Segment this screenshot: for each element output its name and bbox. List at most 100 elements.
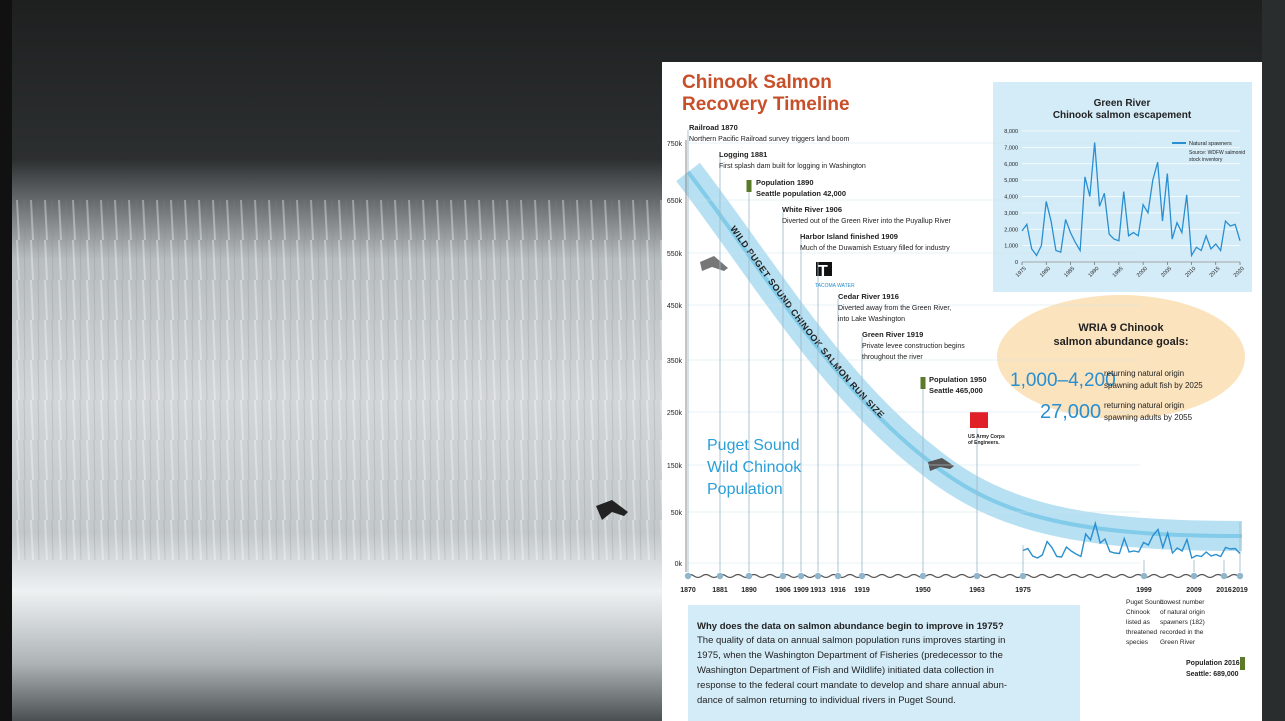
event-text: White River 1906 [782,205,842,214]
timeline-year: 1999 [1136,587,1152,594]
timeline-year: 2009 [1186,587,1202,594]
faq-text: The quality of data on annual salmon pop… [697,635,1005,646]
logo-text: T [818,263,828,280]
faq-text: Washington Department of Fish and Wildli… [697,665,994,676]
timeline-year: 1950 [915,587,931,594]
event-text: Much of the Duwamish Estuary filled for … [800,245,950,252]
faq-box [688,605,1080,721]
y-tick-label: 3,000 [1004,211,1018,217]
population-label: Wild Chinook [707,459,802,476]
y-axis-label: 750k [667,141,683,148]
y-axis-label: 350k [667,358,683,365]
timeline-series-line [1022,520,1241,560]
note: Seattle: 689,000 [1186,671,1239,678]
event-text: Population 1890 [756,178,814,187]
logo-text: of Engineers. [968,440,1000,446]
timeline-year: 1916 [830,587,846,594]
goals-ellipse [997,295,1245,419]
goals-text: spawning adult fish by 2025 [1104,381,1203,390]
population-label: Population [707,481,783,498]
timeline-dot [797,572,805,580]
event-text: throughout the river [862,354,923,361]
salmon-icon [928,458,954,471]
timeline-year: 1963 [969,587,985,594]
y-axis-label: 650k [667,198,683,205]
event-text: First splash dam built for logging in Wa… [719,163,866,170]
note: Lowest number [1160,599,1205,606]
person-icon [746,180,752,192]
legend-label: Natural spawners [1189,141,1232,147]
event-text: Cedar River 1916 [838,292,899,301]
y-axis-label: 450k [667,303,683,310]
timeline-year: 2016 [1216,587,1232,594]
event-text: Seattle population 42,000 [756,189,846,198]
title: Recovery Timeline [682,94,850,115]
note: recorded in the [1160,629,1204,636]
jumping-fish [596,500,628,520]
timeline-dot [684,572,692,580]
note: Chinook [1126,609,1151,616]
series-line [1021,142,1241,258]
timeline-dot [814,572,822,580]
y-axis-label: 50k [671,510,683,517]
y-tick-label: 6,000 [1004,162,1018,168]
timeline-year: 1975 [1015,587,1031,594]
timeline-year: 1906 [775,587,791,594]
note: Puget Sound [1126,599,1164,606]
title: Chinook Salmon [682,72,832,93]
chart-title: Chinook salmon escapement [1053,110,1192,121]
goals-text: spawning adults by 2055 [1104,413,1193,422]
person-icon [1240,657,1245,670]
y-axis-label: 550k [667,251,683,258]
timeline-year: 1870 [680,587,696,594]
corps-logo-mark [970,412,988,428]
goals-number: 27,000 [1040,401,1101,423]
note: spawners (182) [1160,619,1205,626]
event-text: into Lake Washington [838,316,905,323]
goals-text: returning natural origin [1104,401,1184,410]
timeline-dot [973,572,981,580]
event-text: Railroad 1870 [689,123,738,132]
legend-note: Source: WDFW salmonid [1189,150,1245,156]
timeline-dot [745,572,753,580]
timeline-year: 1881 [712,587,728,594]
goals-heading: WRIA 9 Chinook [1078,322,1164,334]
y-tick-label: 4,000 [1004,195,1018,201]
chart-title: Green River [1094,98,1151,109]
inset-chart-box [993,82,1252,292]
y-axis-label: 0k [675,561,683,568]
faq-question: Why does the data on salmon abundance be… [697,621,1004,632]
population-label: Puget Sound [707,437,800,454]
note: listed as [1126,619,1151,626]
timeline-dot [834,572,842,580]
photo-edge [1262,0,1285,721]
timeline-year: 1913 [810,587,826,594]
timeline-dot [858,572,866,580]
logo-text: US Army Corps [968,434,1005,440]
faq-text: dance of salmon returning to individual … [697,695,956,706]
timeline-year: 2019 [1232,587,1248,594]
photo-edge [0,0,12,721]
legend-note: stock inventory [1189,157,1223,163]
y-tick-label: 8,000 [1004,129,1018,135]
event-text: Population 1950 [929,375,987,384]
goals-number: 1,000–4,200 [1010,370,1116,391]
timeline-dot [919,572,927,580]
timeline-dot [1190,572,1198,580]
y-axis-label: 250k [667,410,683,417]
y-tick-label: 5,000 [1004,178,1018,184]
y-tick-label: 0 [1015,260,1018,266]
timeline-dot [716,572,724,580]
note: threatened [1126,629,1157,636]
salmon-icon [700,256,728,271]
note: species [1126,639,1149,646]
y-tick-label: 1,000 [1004,244,1018,250]
faq-text: 1975, when the Washington Department of … [697,650,1003,661]
event-text: Diverted away from the Green River, [838,305,951,312]
tacoma-logo-mark [816,262,832,276]
timeline-dot [1019,572,1027,580]
event-text: Logging 1881 [719,150,767,159]
faq-text: response to the federal court mandate to… [697,680,1007,691]
y-tick-label: 7,000 [1004,145,1018,151]
